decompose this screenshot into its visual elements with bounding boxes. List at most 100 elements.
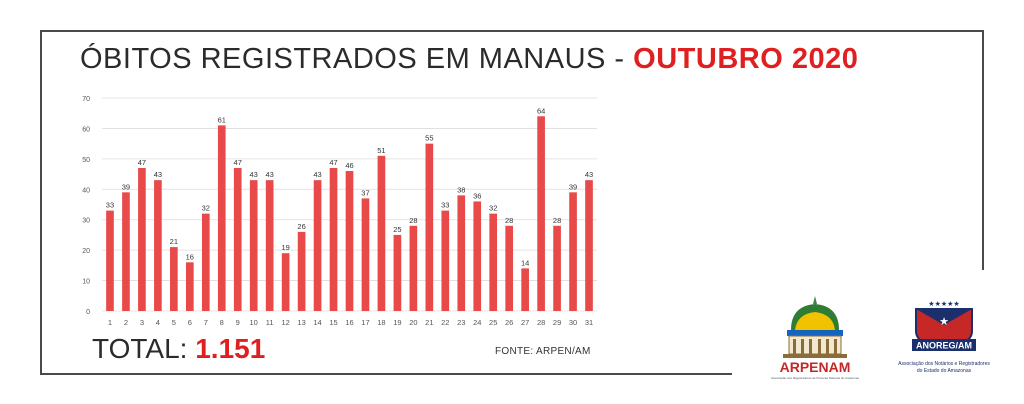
data-label: 21 (170, 237, 178, 246)
arpenam-logo: ARPENAM Associação dos Registradores de … (771, 296, 860, 380)
bar-day-23 (457, 195, 466, 311)
data-label: 28 (505, 216, 513, 225)
svg-text:★★★★★: ★★★★★ (928, 300, 959, 308)
x-tick-label: 29 (553, 318, 561, 327)
bar-day-4 (154, 180, 162, 311)
x-tick-label: 14 (313, 318, 321, 327)
svg-text:★: ★ (939, 315, 949, 328)
data-label: 43 (313, 170, 321, 179)
x-tick-label: 25 (489, 318, 497, 327)
x-tick-label: 5 (172, 318, 176, 327)
bar-day-1 (106, 210, 114, 311)
x-tick-label: 24 (473, 318, 481, 327)
arpenam-logo-text: ARPENAM (780, 359, 851, 375)
data-label: 39 (122, 182, 130, 191)
x-tick-label: 30 (569, 318, 577, 327)
x-tick-label: 16 (345, 318, 353, 327)
x-tick-label: 18 (377, 318, 385, 327)
x-tick-label: 31 (585, 318, 593, 327)
bar-day-6 (185, 262, 194, 311)
bar-day-14 (313, 180, 322, 311)
x-tick-label: 3 (140, 318, 144, 327)
x-tick-label: 7 (204, 318, 208, 327)
data-label: 14 (521, 258, 529, 267)
bar-day-20 (409, 225, 418, 311)
data-label: 51 (377, 146, 385, 155)
data-label: 43 (250, 170, 258, 179)
data-label: 47 (234, 158, 242, 167)
x-tick-label: 2 (124, 318, 128, 327)
x-tick-label: 19 (393, 318, 401, 327)
bar-day-2 (122, 192, 130, 311)
x-tick-label: 27 (521, 318, 529, 327)
data-label: 26 (297, 222, 305, 231)
data-label: 16 (186, 252, 194, 261)
chart-title: ÓBITOS REGISTRADOS EM MANAUS - OUTUBRO 2… (80, 43, 858, 76)
bar-day-18 (377, 155, 386, 311)
bar-day-11 (265, 180, 274, 311)
bar-day-27 (521, 268, 529, 311)
data-label: 33 (441, 201, 449, 210)
anoreg-logo: ★★★★★ ★ ANOREG/AM Associação dos Notário… (898, 300, 990, 374)
bar-day-10 (249, 180, 258, 311)
svg-text:do Estado do Amazonas: do Estado do Amazonas (917, 368, 972, 374)
bar-day-31 (585, 180, 593, 311)
svg-text:Associação dos Registradores d: Associação dos Registradores de Pessoas … (771, 376, 860, 380)
total-label: TOTAL: (92, 333, 196, 364)
bar-day-29 (553, 225, 561, 311)
data-label: 32 (489, 204, 497, 213)
data-label: 33 (106, 201, 114, 210)
x-tick-label: 10 (250, 318, 258, 327)
bar-day-19 (393, 234, 402, 311)
bar-day-5 (170, 247, 178, 311)
bar-day-22 (441, 210, 450, 311)
x-tick-label: 11 (266, 318, 274, 327)
data-label: 37 (361, 188, 369, 197)
total-value: 1.151 (195, 333, 266, 364)
source-note: FONTE: ARPEN/AM (495, 346, 591, 357)
data-label: 28 (553, 216, 561, 225)
bar-day-28 (537, 116, 545, 311)
x-tick-label: 12 (281, 318, 289, 327)
y-tick-label: 40 (82, 187, 90, 194)
anoreg-logo-text: ANOREG/AM (916, 341, 972, 351)
x-tick-label: 20 (409, 318, 417, 327)
data-label: 28 (409, 216, 417, 225)
frame-left-border (40, 30, 42, 375)
y-tick-label: 60 (82, 126, 90, 133)
chart-title-highlight: OUTUBRO 2020 (633, 43, 859, 75)
bar-day-9 (233, 167, 242, 311)
bar-day-16 (345, 171, 354, 311)
x-tick-label: 17 (361, 318, 369, 327)
data-label: 47 (138, 158, 146, 167)
bar-day-7 (201, 213, 210, 311)
data-label: 19 (281, 243, 289, 252)
data-label: 47 (329, 158, 337, 167)
x-tick-label: 4 (156, 318, 160, 327)
bar-day-30 (569, 192, 577, 311)
x-tick-label: 6 (188, 318, 192, 327)
frame-right-border (982, 30, 984, 270)
x-tick-label: 1 (108, 318, 112, 327)
y-tick-label: 20 (82, 248, 90, 255)
x-tick-label: 13 (297, 318, 305, 327)
bar-day-12 (281, 253, 290, 311)
svg-text:Associação dos Notários e Regi: Associação dos Notários e Registradores (898, 361, 990, 367)
frame-top-border (40, 30, 984, 32)
data-label: 25 (393, 225, 401, 234)
bar-day-24 (473, 201, 482, 311)
y-tick-label: 0 (86, 309, 90, 316)
data-label: 64 (537, 106, 545, 115)
x-tick-label: 22 (441, 318, 449, 327)
bar-day-26 (505, 225, 514, 311)
bar-day-17 (361, 198, 370, 311)
y-tick-label: 50 (82, 157, 90, 164)
data-label: 32 (202, 204, 210, 213)
bar-day-8 (217, 125, 226, 311)
bar-chart: 0102030405060703313924734342151663276184… (82, 96, 597, 327)
x-tick-label: 26 (505, 318, 513, 327)
data-label: 36 (473, 191, 481, 200)
x-tick-label: 28 (537, 318, 545, 327)
y-tick-label: 10 (82, 279, 90, 286)
data-label: 55 (425, 134, 433, 143)
